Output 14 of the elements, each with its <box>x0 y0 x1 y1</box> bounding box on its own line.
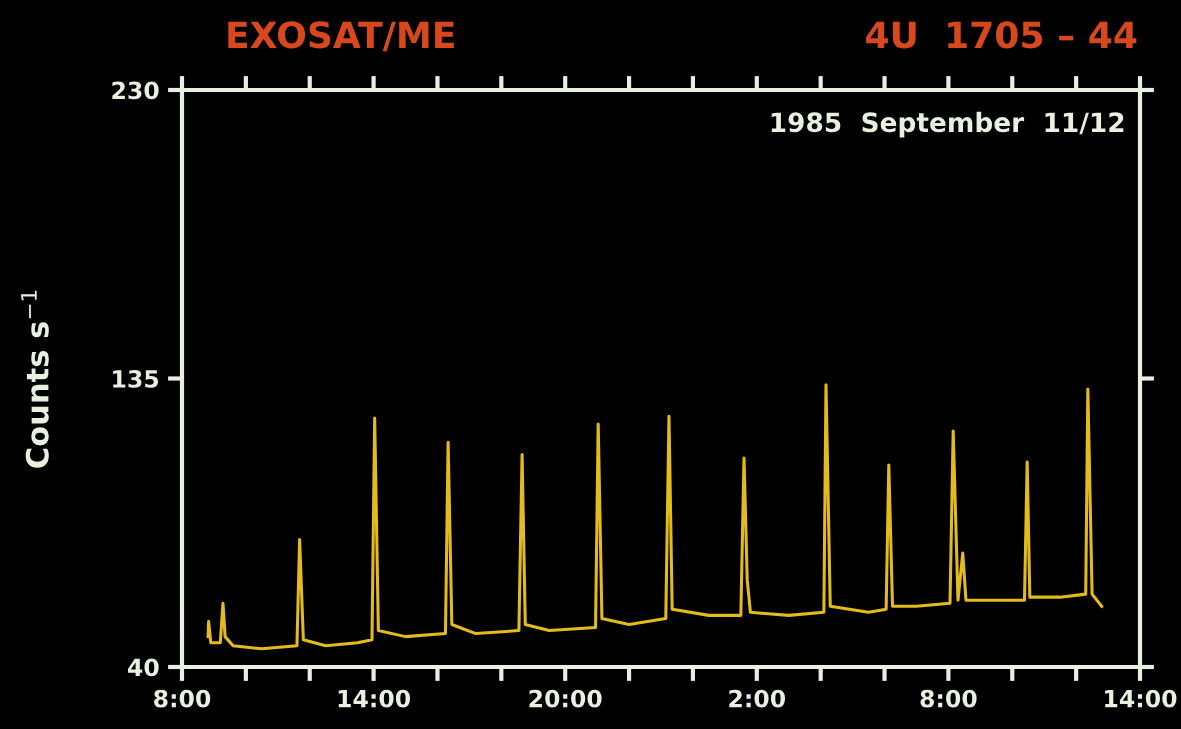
y-axis-title: Counts s$^{−1}$ <box>21 290 49 468</box>
annotation: 1985 September 11/12 <box>771 111 1124 138</box>
y-tick-label: 230 <box>112 81 159 100</box>
chart-title: EXOSAT/ME <box>228 21 454 52</box>
y-tick-label: 135 <box>113 369 159 388</box>
x-tick-label: 8:00 <box>154 689 211 708</box>
x-tick-label: 2:00 <box>729 689 786 708</box>
x-tick-label: 14:00 <box>1105 689 1177 708</box>
x-tick-label: 14:00 <box>338 689 411 708</box>
chart-subtitle: 4U 1705 – 44 <box>866 21 1137 49</box>
x-tick-label: 8:00 <box>920 689 977 708</box>
line-series <box>206 383 1104 651</box>
y-tick-label: 40 <box>127 658 159 677</box>
x-tick-label: 20:00 <box>529 689 602 708</box>
